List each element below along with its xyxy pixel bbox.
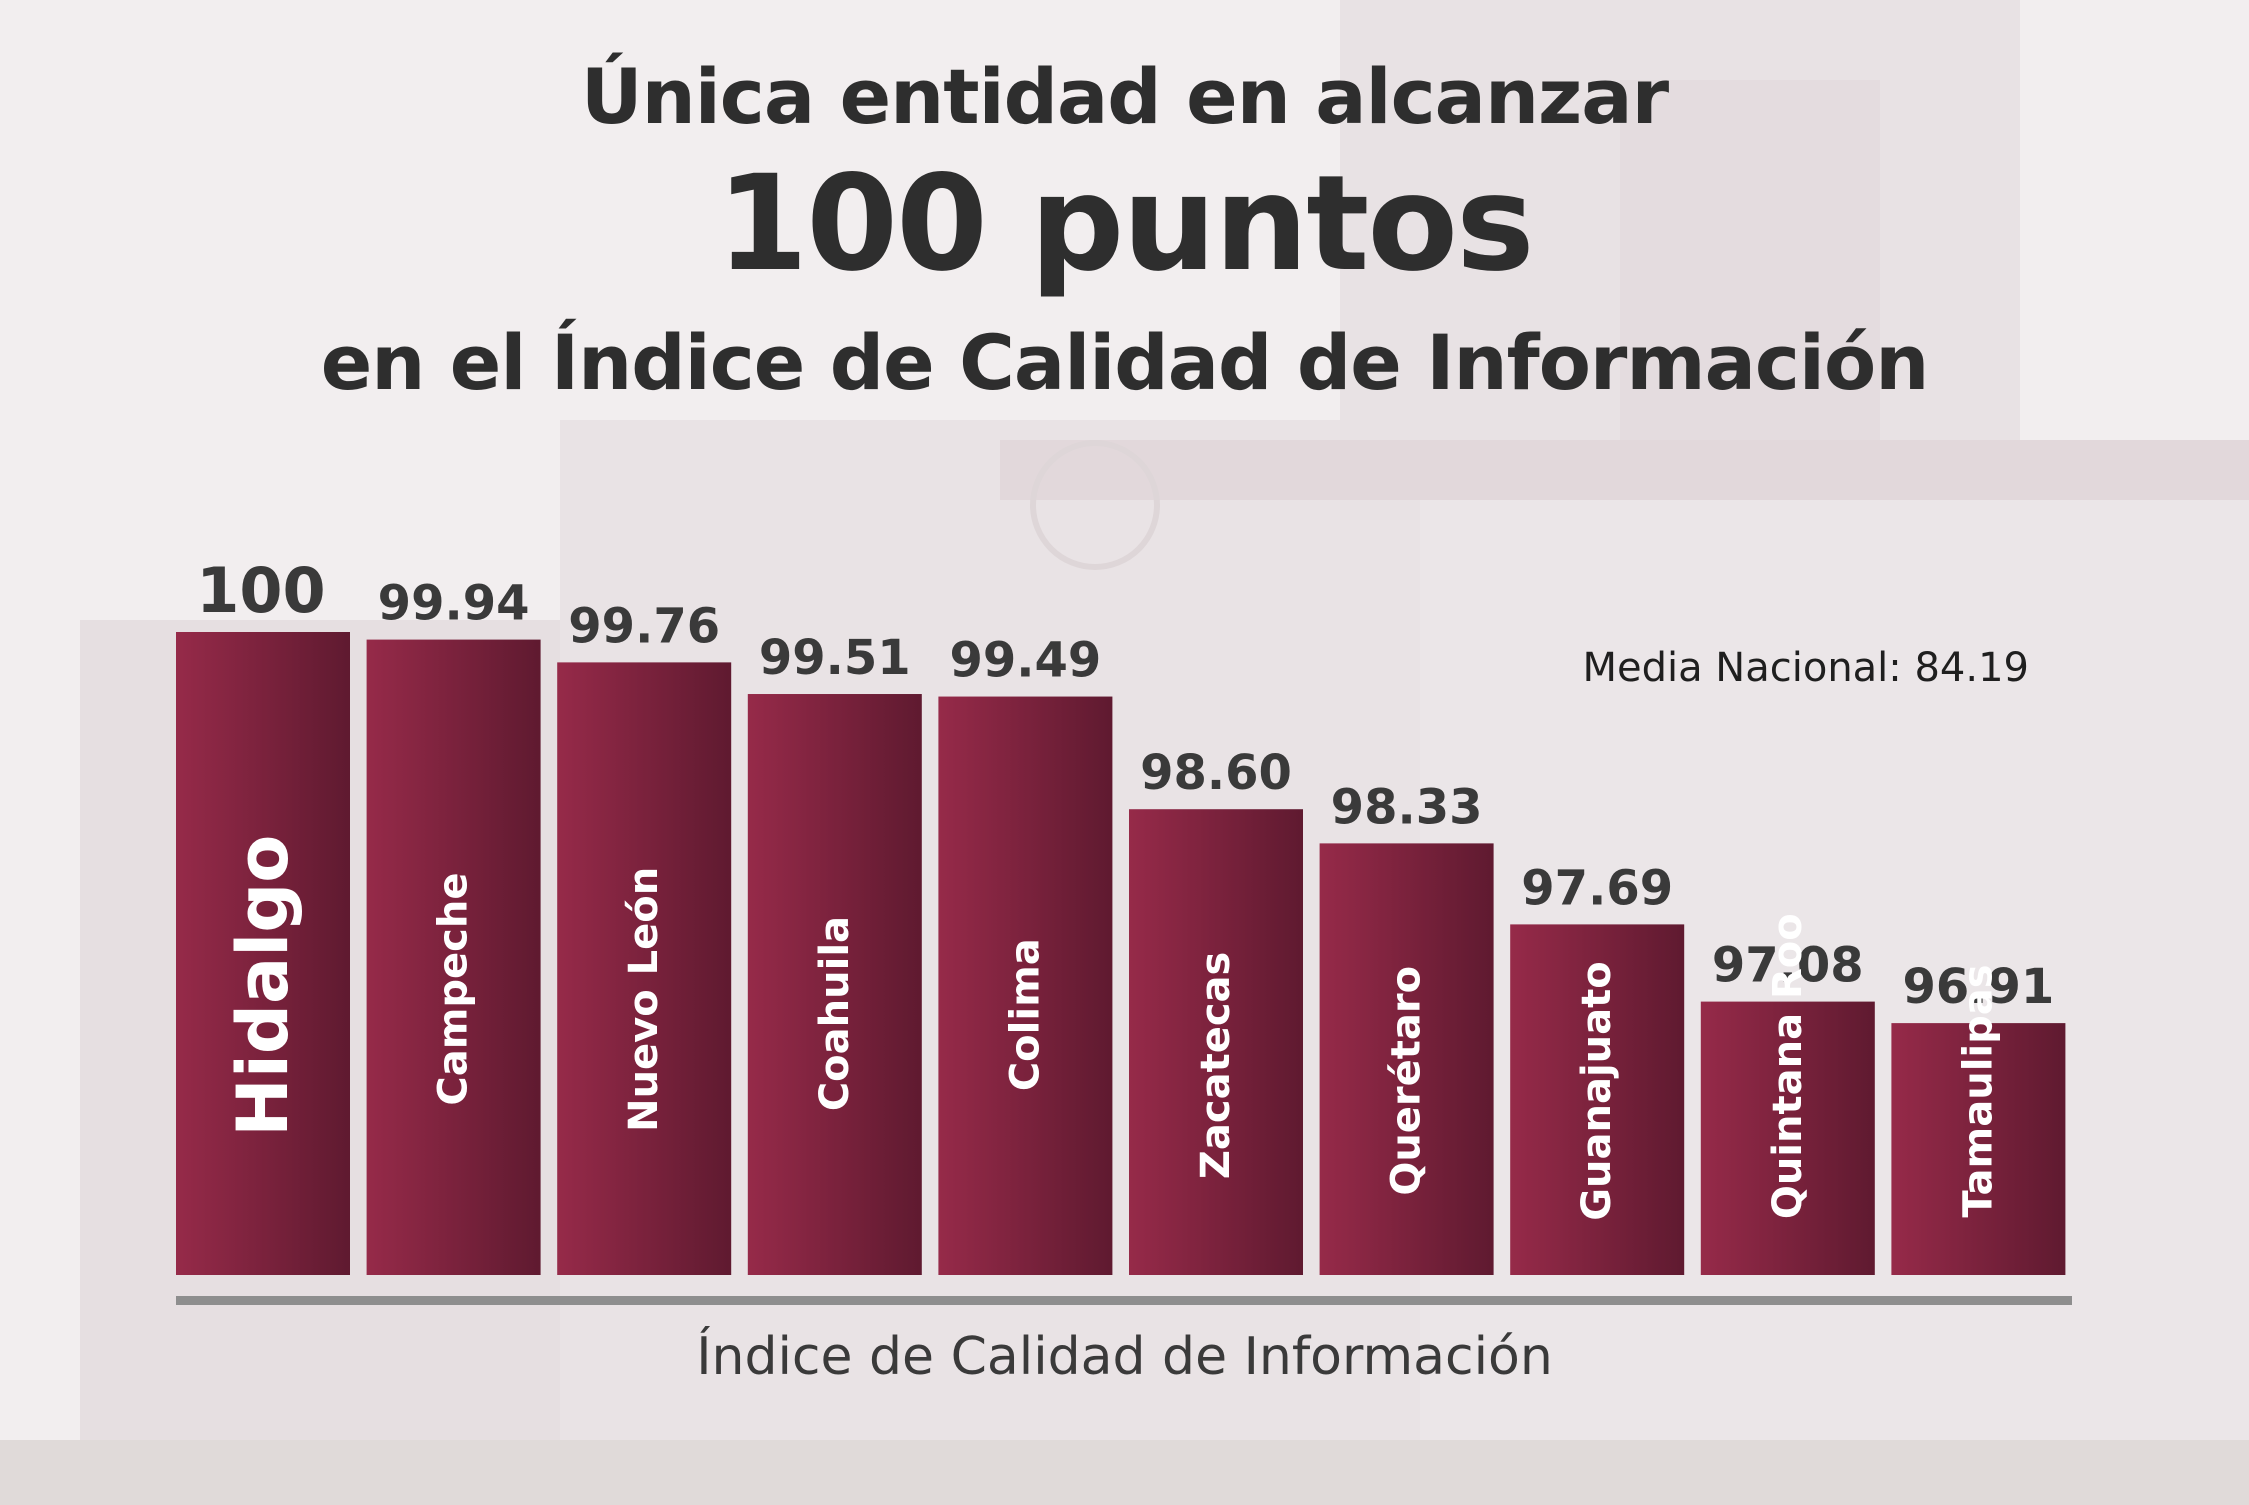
value-label: 97.69 xyxy=(1521,860,1673,916)
headline-line-2: 100 puntos xyxy=(716,147,1534,301)
value-label: 98.33 xyxy=(1331,779,1483,835)
national-mean-label: Media Nacional: 84.19 xyxy=(1582,645,2029,691)
value-label: 99.49 xyxy=(949,633,1101,689)
bar-querétaro xyxy=(1319,843,1494,1275)
value-label: 99.94 xyxy=(378,576,530,632)
bar-hidalgo xyxy=(176,632,350,1275)
category-label: Hidalgo xyxy=(222,835,304,1137)
category-label: Tamaulipas xyxy=(1955,964,2001,1217)
value-label: 97.08 xyxy=(1712,938,1864,994)
x-axis-title: Índice de Calidad de Información xyxy=(696,1327,1553,1387)
building-roof-band xyxy=(1000,440,2249,500)
bar-tamaulipas xyxy=(1891,1023,2066,1275)
bar-guanajuato xyxy=(1510,924,1685,1275)
value-label: 100 xyxy=(196,554,325,627)
bar-colima xyxy=(938,696,1113,1275)
building-window xyxy=(1620,80,1880,440)
value-label: 96.91 xyxy=(1902,959,2054,1015)
headline-line-3: en el Índice de Calidad de Información xyxy=(320,318,1930,407)
x-axis-line xyxy=(176,1296,2072,1305)
value-label: 99.76 xyxy=(568,598,720,654)
bar-campeche xyxy=(366,639,541,1275)
bar-quintana-roo xyxy=(1700,1001,1875,1275)
category-label: Zacatecas xyxy=(1193,952,1239,1179)
bars-layer: 100 Hidalgo 99.94 Campeche 99.76 Nuevo León 99… xyxy=(176,554,2066,1275)
category-label: Guanajuato xyxy=(1574,961,1620,1221)
category-label: Quintana Roo xyxy=(1765,913,1811,1219)
category-label: Campeche xyxy=(431,873,477,1106)
category-label: Nuevo León xyxy=(621,867,667,1132)
bar-zacatecas xyxy=(1129,809,1303,1275)
bar-coahuila xyxy=(747,694,922,1275)
category-label: Coahuila xyxy=(812,916,858,1111)
bar-nuevo-león xyxy=(557,662,732,1275)
value-label: 98.60 xyxy=(1140,745,1292,801)
category-label: Colima xyxy=(1002,938,1048,1091)
building-emblem xyxy=(1030,440,1160,570)
headline-line-1: Única entidad en alcanzar xyxy=(580,52,1669,141)
value-label: 99.51 xyxy=(759,630,911,686)
ground-strip xyxy=(0,1440,2249,1505)
category-label: Querétaro xyxy=(1384,966,1430,1196)
